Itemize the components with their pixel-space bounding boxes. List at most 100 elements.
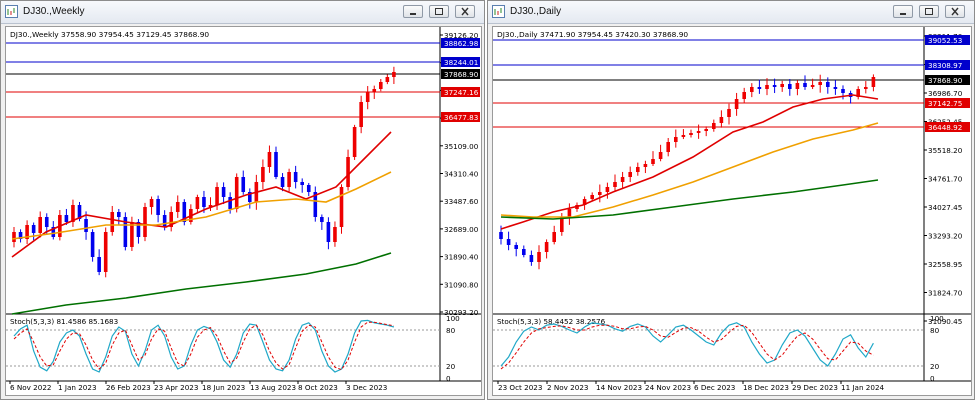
candlestick[interactable] xyxy=(651,159,655,164)
candlestick[interactable] xyxy=(636,167,640,172)
candlestick[interactable] xyxy=(681,135,686,137)
candlestick[interactable] xyxy=(31,225,36,233)
candlestick[interactable] xyxy=(169,212,173,227)
candlestick[interactable] xyxy=(18,232,23,239)
candlestick[interactable] xyxy=(267,152,272,167)
candlestick[interactable] xyxy=(514,245,518,249)
candlestick[interactable] xyxy=(38,217,42,233)
candlestick[interactable] xyxy=(359,102,363,127)
candlestick[interactable] xyxy=(689,133,693,135)
candlestick[interactable] xyxy=(25,225,29,239)
candlestick[interactable] xyxy=(175,202,180,212)
candlestick[interactable] xyxy=(712,123,716,129)
candlestick[interactable] xyxy=(605,187,610,192)
candlestick[interactable] xyxy=(704,129,708,131)
candlestick[interactable] xyxy=(221,187,226,197)
candlestick[interactable] xyxy=(742,92,746,99)
candlestick[interactable] xyxy=(77,205,82,219)
candlestick[interactable] xyxy=(339,187,344,227)
candlestick[interactable] xyxy=(567,209,572,217)
candlestick[interactable] xyxy=(810,85,815,87)
candlestick[interactable] xyxy=(620,177,625,182)
candlestick[interactable] xyxy=(346,157,350,187)
candlestick[interactable] xyxy=(117,212,121,217)
candlestick[interactable] xyxy=(110,212,115,232)
candlestick[interactable] xyxy=(734,99,739,109)
candlestick[interactable] xyxy=(202,197,206,207)
candlestick[interactable] xyxy=(195,197,200,209)
candlestick[interactable] xyxy=(666,142,670,152)
candlestick[interactable] xyxy=(64,215,69,222)
candlestick[interactable] xyxy=(44,217,49,227)
candlestick[interactable] xyxy=(71,205,75,222)
candlestick[interactable] xyxy=(803,83,807,87)
candlestick[interactable] xyxy=(719,117,724,123)
candlestick[interactable] xyxy=(234,177,239,209)
candlestick[interactable] xyxy=(818,82,822,85)
candlestick[interactable] xyxy=(280,177,285,187)
candlestick[interactable] xyxy=(293,172,298,182)
weekly-chart-area[interactable]: DJ30.,Weekly 37558.90 37954.45 37129.45 … xyxy=(5,26,482,396)
daily-chart-canvas[interactable]: DJ30.,Daily 37471.90 37954.45 37420.30 3… xyxy=(493,27,971,395)
candlestick[interactable] xyxy=(750,87,754,92)
candlestick[interactable] xyxy=(379,82,383,89)
candlestick[interactable] xyxy=(871,77,876,87)
candlestick[interactable] xyxy=(522,249,526,255)
candlestick[interactable] xyxy=(765,85,769,89)
candlestick[interactable] xyxy=(856,89,860,97)
candlestick[interactable] xyxy=(757,87,762,89)
candlestick[interactable] xyxy=(103,232,108,272)
candlestick[interactable] xyxy=(300,182,304,185)
daily-minimize-button[interactable] xyxy=(893,5,913,18)
candlestick[interactable] xyxy=(780,84,784,87)
candlestick[interactable] xyxy=(795,83,800,89)
candlestick[interactable] xyxy=(365,92,370,102)
candlestick[interactable] xyxy=(130,222,134,247)
candlestick[interactable] xyxy=(788,84,792,89)
candlestick[interactable] xyxy=(274,152,278,177)
candlestick[interactable] xyxy=(313,192,318,217)
candlestick[interactable] xyxy=(864,87,868,89)
weekly-restore-button[interactable] xyxy=(429,5,449,18)
candlestick[interactable] xyxy=(84,219,88,232)
candlestick[interactable] xyxy=(613,182,617,187)
candlestick[interactable] xyxy=(352,127,357,157)
candlestick[interactable] xyxy=(143,207,147,237)
candlestick[interactable] xyxy=(628,172,632,177)
candlestick[interactable] xyxy=(241,177,246,192)
daily-chart-window[interactable]: DJ30.,Daily DJ30.,Daily 37471.90 37954.4… xyxy=(487,0,975,400)
candlestick[interactable] xyxy=(529,255,534,262)
candlestick[interactable] xyxy=(598,192,602,195)
candlestick[interactable] xyxy=(590,195,594,199)
candlestick[interactable] xyxy=(261,167,265,182)
candlestick[interactable] xyxy=(215,187,219,205)
candlestick[interactable] xyxy=(841,89,845,93)
daily-restore-button[interactable] xyxy=(919,5,939,18)
candlestick[interactable] xyxy=(696,131,701,133)
candlestick[interactable] xyxy=(643,164,648,167)
candlestick[interactable] xyxy=(499,232,503,239)
weekly-chart-window[interactable]: DJ30.,Weekly DJ30.,Weekly 37558.90 37954… xyxy=(0,0,485,400)
candlestick[interactable] xyxy=(537,252,541,262)
candlestick[interactable] xyxy=(333,227,337,242)
candlestick[interactable] xyxy=(123,217,128,247)
candlestick[interactable] xyxy=(674,137,678,142)
candlestick[interactable] xyxy=(90,232,95,257)
candlestick[interactable] xyxy=(560,217,564,232)
candlestick[interactable] xyxy=(320,217,324,222)
candlestick[interactable] xyxy=(149,199,154,207)
candlestick[interactable] xyxy=(727,109,731,117)
candlestick[interactable] xyxy=(582,199,587,205)
candlestick[interactable] xyxy=(772,85,777,87)
candlestick[interactable] xyxy=(182,202,187,222)
candlestick[interactable] xyxy=(51,227,56,237)
candlestick[interactable] xyxy=(326,222,331,242)
candlestick[interactable] xyxy=(208,205,213,207)
weekly-chart-canvas[interactable]: DJ30.,Weekly 37558.90 37954.45 37129.45 … xyxy=(6,27,481,395)
candlestick[interactable] xyxy=(506,239,511,245)
candlestick[interactable] xyxy=(136,222,141,237)
weekly-close-button[interactable] xyxy=(455,5,475,18)
weekly-titlebar[interactable]: DJ30.,Weekly xyxy=(1,1,484,24)
candlestick[interactable] xyxy=(552,232,556,242)
candlestick[interactable] xyxy=(228,197,232,209)
